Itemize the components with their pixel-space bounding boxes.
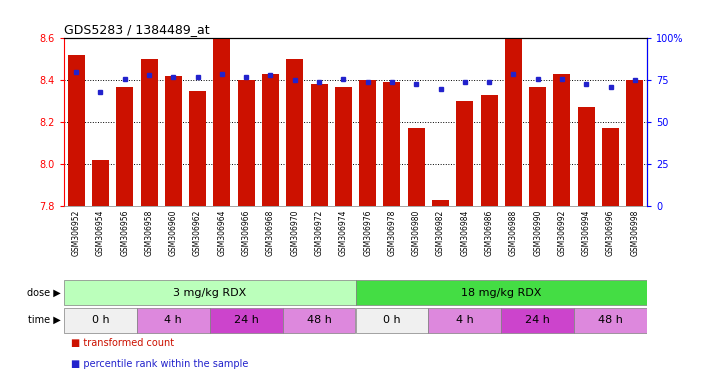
- Text: 3 mg/kg RDX: 3 mg/kg RDX: [173, 288, 247, 298]
- Bar: [553, 74, 570, 206]
- Bar: [407, 128, 424, 206]
- Bar: [165, 76, 182, 206]
- Text: 48 h: 48 h: [598, 315, 623, 325]
- Text: ■ transformed count: ■ transformed count: [71, 338, 174, 348]
- Text: GSM306956: GSM306956: [120, 210, 129, 256]
- Bar: [428, 308, 501, 333]
- Text: GSM306986: GSM306986: [485, 210, 493, 256]
- Text: GSM306984: GSM306984: [460, 210, 469, 256]
- Bar: [213, 38, 230, 206]
- Bar: [578, 108, 595, 206]
- Text: time ▶: time ▶: [28, 315, 60, 325]
- Text: GSM306958: GSM306958: [144, 210, 154, 256]
- Bar: [141, 59, 158, 206]
- Text: 4 h: 4 h: [456, 315, 474, 325]
- Bar: [64, 280, 356, 305]
- Bar: [359, 80, 376, 206]
- Text: 4 h: 4 h: [164, 315, 182, 325]
- Bar: [189, 91, 206, 206]
- Text: GSM306980: GSM306980: [412, 210, 421, 256]
- Text: 0 h: 0 h: [92, 315, 109, 325]
- Bar: [262, 74, 279, 206]
- Text: dose ▶: dose ▶: [27, 288, 60, 298]
- Text: GSM306990: GSM306990: [533, 210, 542, 256]
- Bar: [287, 59, 304, 206]
- Bar: [356, 280, 647, 305]
- Bar: [383, 82, 400, 206]
- Bar: [574, 308, 647, 333]
- Bar: [505, 38, 522, 206]
- Text: GSM306978: GSM306978: [387, 210, 397, 256]
- Bar: [311, 84, 328, 206]
- Text: GSM306964: GSM306964: [218, 210, 226, 256]
- Bar: [501, 308, 574, 333]
- Text: GSM306992: GSM306992: [557, 210, 567, 256]
- Text: GSM306966: GSM306966: [242, 210, 251, 256]
- Bar: [64, 308, 137, 333]
- Text: GSM306954: GSM306954: [96, 210, 105, 256]
- Text: 18 mg/kg RDX: 18 mg/kg RDX: [461, 288, 542, 298]
- Bar: [210, 308, 282, 333]
- Text: GSM306976: GSM306976: [363, 210, 372, 256]
- Text: 48 h: 48 h: [306, 315, 331, 325]
- Bar: [68, 55, 85, 206]
- Text: GSM306988: GSM306988: [509, 210, 518, 256]
- Bar: [356, 308, 428, 333]
- Bar: [237, 80, 255, 206]
- Text: GSM306974: GSM306974: [339, 210, 348, 256]
- Bar: [282, 308, 356, 333]
- Bar: [529, 86, 546, 206]
- Bar: [335, 86, 352, 206]
- Bar: [602, 128, 619, 206]
- Text: GSM306968: GSM306968: [266, 210, 275, 256]
- Text: GSM306994: GSM306994: [582, 210, 591, 256]
- Text: GSM306970: GSM306970: [290, 210, 299, 256]
- Text: 24 h: 24 h: [525, 315, 550, 325]
- Bar: [626, 80, 643, 206]
- Text: 24 h: 24 h: [234, 315, 259, 325]
- Bar: [137, 308, 210, 333]
- Bar: [116, 86, 133, 206]
- Text: GSM306960: GSM306960: [169, 210, 178, 256]
- Text: GSM306982: GSM306982: [436, 210, 445, 256]
- Bar: [456, 101, 474, 206]
- Text: GSM306952: GSM306952: [72, 210, 80, 256]
- Text: GSM306972: GSM306972: [314, 210, 324, 256]
- Text: GSM306962: GSM306962: [193, 210, 202, 256]
- Text: GSM306996: GSM306996: [606, 210, 615, 256]
- Bar: [92, 160, 109, 206]
- Bar: [481, 95, 498, 206]
- Text: GDS5283 / 1384489_at: GDS5283 / 1384489_at: [64, 23, 210, 36]
- Text: ■ percentile rank within the sample: ■ percentile rank within the sample: [71, 359, 248, 369]
- Text: GSM306998: GSM306998: [631, 210, 639, 256]
- Text: 0 h: 0 h: [383, 315, 401, 325]
- Bar: [432, 200, 449, 206]
